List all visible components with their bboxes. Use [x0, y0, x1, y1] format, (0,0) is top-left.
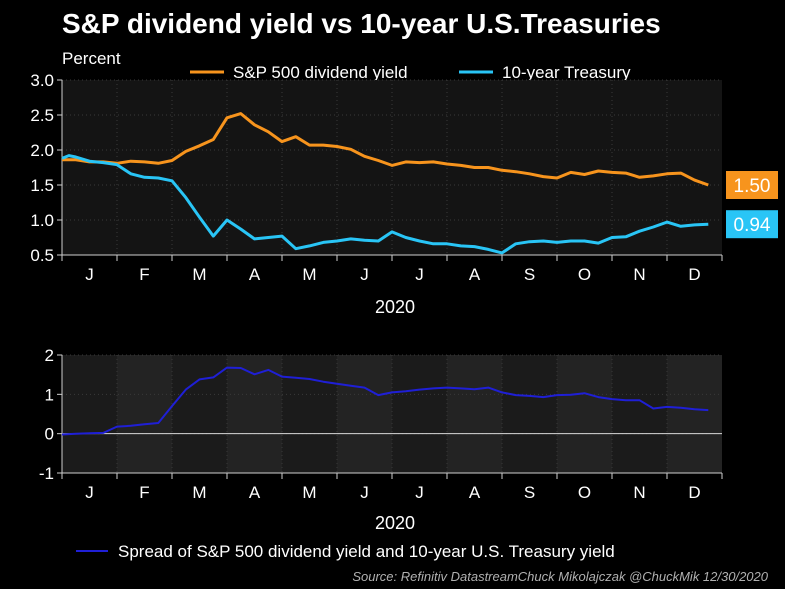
- x-tick-label-month: N: [633, 265, 645, 284]
- x-tick-label-month: J: [85, 483, 94, 502]
- bottom-x-axis-year-label: 2020: [375, 513, 415, 533]
- y-tick-label: 2.0: [30, 141, 54, 160]
- plot-background: [62, 80, 722, 255]
- series-line-treasury: [61, 154, 709, 255]
- x-tick-label-month: A: [469, 483, 481, 502]
- x-tick-label-month: M: [192, 265, 206, 284]
- bottom-plot-area: 2 1 0 -1 J F M A M J J A S O N D: [39, 346, 723, 502]
- x-tick-label-month: F: [139, 265, 149, 284]
- x-tick-label-month: J: [415, 483, 424, 502]
- top-plot-area: 3.0 2.5 2.0 1.5 1.0 0.5 J F M A M J J A S O N D 1.50 0.94: [30, 71, 778, 284]
- x-tick-label-month: A: [469, 265, 481, 284]
- x-tick-label-month: D: [688, 483, 700, 502]
- x-tick-label-month: D: [688, 265, 700, 284]
- x-tick-label-month: O: [578, 483, 591, 502]
- x-tick-label-month: S: [524, 483, 535, 502]
- top-x-axis-year-label: 2020: [375, 297, 415, 317]
- x-tick-label-month: N: [633, 483, 645, 502]
- month-band: [557, 355, 612, 473]
- x-tick-label-month: F: [139, 483, 149, 502]
- legend-label-treasury: 10-year Treasury: [502, 63, 631, 82]
- chart-title: S&P dividend yield vs 10-year U.S.Treasu…: [62, 8, 661, 39]
- x-tick-label-month: M: [302, 483, 316, 502]
- x-tick-label-month: M: [192, 483, 206, 502]
- last-value-badge-sp500: [726, 171, 778, 199]
- top-legend: S&P 500 dividend yield 10-year Treasury: [190, 63, 631, 82]
- last-value-badge-treasury: [726, 210, 778, 239]
- y-tick-label: 1.0: [30, 211, 54, 230]
- x-tick-label-month: J: [360, 265, 369, 284]
- last-value-label-treasury: 0.94: [734, 215, 771, 236]
- month-band: [667, 355, 722, 473]
- month-band: [117, 355, 172, 473]
- x-tick-label-month: O: [578, 265, 591, 284]
- legend-label-sp500: S&P 500 dividend yield: [233, 63, 408, 82]
- series-line-spread: [61, 366, 709, 436]
- x-tick-label-month: J: [360, 483, 369, 502]
- bottom-legend: Spread of S&P 500 dividend yield and 10-…: [76, 542, 615, 561]
- y-tick-label: 1: [45, 385, 54, 404]
- x-tick-label-month: A: [249, 265, 261, 284]
- y-tick-label: 2.5: [30, 106, 54, 125]
- month-band: [447, 355, 502, 473]
- x-tick-label-month: M: [302, 265, 316, 284]
- y-tick-label: 1.5: [30, 176, 54, 195]
- y-axis-unit-label: Percent: [62, 49, 121, 68]
- y-tick-label: 2: [45, 346, 54, 365]
- x-tick-label-month: J: [85, 265, 94, 284]
- month-band: [337, 355, 392, 473]
- x-tick-label-month: A: [249, 483, 261, 502]
- source-credit: Source: Refinitiv DatastreamChuck Mikola…: [352, 569, 768, 584]
- series-line-sp500: [62, 112, 709, 187]
- y-tick-label: -1: [39, 464, 54, 483]
- last-value-label-sp500: 1.50: [734, 176, 771, 197]
- y-tick-label: 0: [45, 425, 54, 444]
- y-tick-label: 3.0: [30, 71, 54, 90]
- x-tick-label-month: S: [524, 265, 535, 284]
- y-tick-label: 0.5: [30, 246, 54, 265]
- x-tick-label-month: J: [415, 265, 424, 284]
- legend-label-spread: Spread of S&P 500 dividend yield and 10-…: [118, 542, 615, 561]
